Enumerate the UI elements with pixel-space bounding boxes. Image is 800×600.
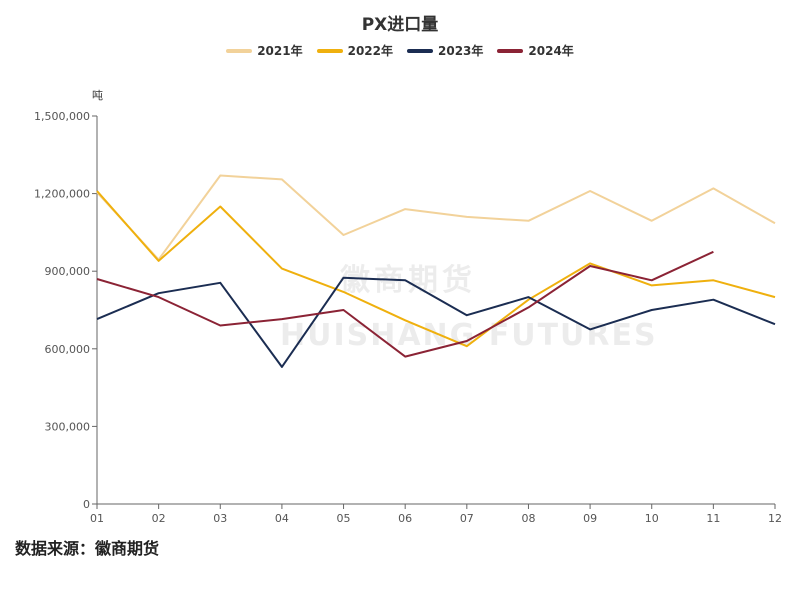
x-tick-label: 04 <box>275 512 289 525</box>
legend-item-2022[interactable]: 2022年 <box>316 42 393 59</box>
y-tick-label: 1,200,000 <box>34 188 90 201</box>
y-axis-unit-label: 吨 <box>92 89 103 102</box>
x-tick-label: 10 <box>645 512 659 525</box>
y-tick-label: 900,000 <box>45 265 91 278</box>
x-tick-label: 07 <box>460 512 474 525</box>
x-tick-label: 06 <box>398 512 412 525</box>
legend-label: 2023年 <box>438 44 484 58</box>
x-tick-label: 08 <box>521 512 535 525</box>
legend-swatch <box>316 48 343 53</box>
x-tick-label: 02 <box>152 512 166 525</box>
x-tick-label: 03 <box>213 512 227 525</box>
y-tick-label: 600,000 <box>45 343 91 356</box>
watermark-en: HUISHANG FUTURES <box>280 318 658 353</box>
legend-label: 2024年 <box>528 44 574 58</box>
series-line-2023 <box>96 276 776 368</box>
legend[interactable]: 2021年 2022年 2023年 2024年 <box>0 42 800 59</box>
legend-item-2024[interactable]: 2024年 <box>497 42 574 59</box>
legend-item-2021[interactable]: 2021年 <box>226 42 303 59</box>
legend-label: 2022年 <box>347 44 393 58</box>
y-tick-label: 300,000 <box>45 420 91 433</box>
x-tick-label: 11 <box>706 512 720 525</box>
x-tick-label: 12 <box>768 512 782 525</box>
chart-title: PX进口量 <box>361 15 439 35</box>
series-line-2022 <box>96 190 776 348</box>
series-line-2021 <box>96 174 776 261</box>
legend-swatch <box>407 48 433 53</box>
source-note: 数据来源：徽商期货 <box>15 539 160 558</box>
x-tick-label: 01 <box>90 512 104 525</box>
x-tick-label: 09 <box>583 512 597 525</box>
y-tick-label: 1,500,000 <box>34 110 90 123</box>
legend-swatch <box>497 48 524 53</box>
legend-item-2023[interactable]: 2023年 <box>407 42 483 59</box>
y-tick-label: 0 <box>83 498 90 511</box>
legend-label: 2021年 <box>257 44 303 58</box>
series-line-2024 <box>96 250 714 358</box>
x-tick-label: 05 <box>337 512 351 525</box>
legend-swatch <box>226 48 253 53</box>
